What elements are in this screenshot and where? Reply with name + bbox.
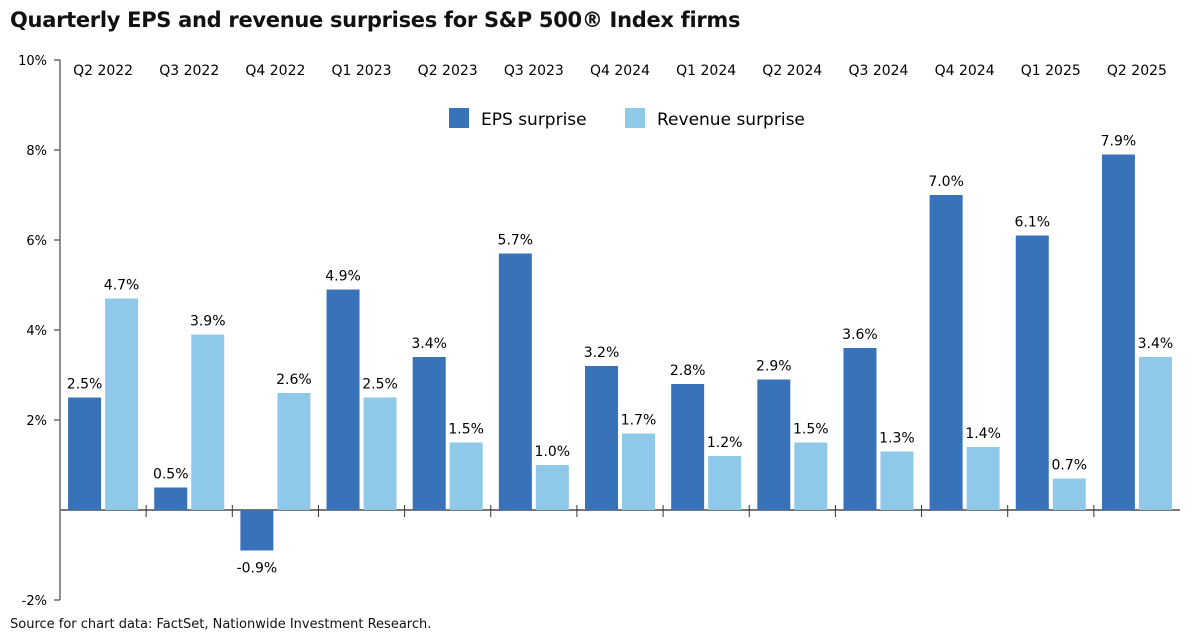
eps-bar	[68, 397, 102, 510]
y-tick-label: 10%	[18, 54, 47, 69]
data-label: 2.8%	[670, 363, 706, 379]
eps-bar	[1101, 154, 1135, 510]
eps-bar	[326, 289, 360, 510]
data-label: 3.2%	[584, 345, 620, 361]
eps-bar	[929, 195, 963, 510]
revenue-bar	[708, 456, 742, 510]
category-label: Q2 2023	[418, 63, 478, 79]
y-tick-label: 6%	[26, 234, 47, 249]
category-label: Q4 2022	[245, 63, 305, 79]
revenue-bar	[277, 393, 311, 510]
data-label: 7.9%	[1101, 134, 1137, 150]
legend-swatch	[625, 108, 645, 128]
data-label: 2.5%	[362, 377, 398, 393]
category-label: Q1 2025	[1021, 63, 1081, 79]
data-label: 4.7%	[104, 278, 140, 294]
source-note: Source for chart data: FactSet, Nationwi…	[10, 617, 432, 632]
category-label: Q3 2024	[848, 63, 908, 79]
eps-bar	[757, 379, 791, 510]
data-label: 5.7%	[498, 233, 534, 249]
y-tick-label: 8%	[26, 144, 47, 159]
category-label: Q1 2024	[676, 63, 736, 79]
data-label: -0.9%	[237, 561, 278, 577]
legend-label: Revenue surprise	[657, 110, 805, 130]
legend-label: EPS surprise	[481, 110, 587, 130]
revenue-bar	[1138, 357, 1172, 510]
data-label: 1.0%	[535, 444, 571, 460]
legend-swatch	[449, 108, 469, 128]
revenue-bar	[105, 298, 139, 510]
data-label: 4.9%	[325, 269, 361, 285]
data-label: 3.4%	[1138, 336, 1174, 352]
data-label: 3.9%	[190, 314, 226, 330]
data-label: 3.4%	[411, 336, 447, 352]
category-label: Q2 2025	[1107, 63, 1167, 79]
data-label: 1.2%	[707, 435, 743, 451]
eps-bar	[154, 487, 188, 510]
data-label: 0.7%	[1051, 458, 1087, 474]
revenue-bar	[966, 447, 1000, 510]
data-label: 2.9%	[756, 359, 792, 375]
category-label: Q2 2022	[73, 63, 133, 79]
category-label: Q4 2024	[590, 63, 650, 79]
data-label: 0.5%	[153, 467, 189, 483]
data-label: 7.0%	[928, 174, 964, 190]
eps-bar	[585, 366, 618, 510]
eps-bar	[843, 348, 877, 510]
data-label: 2.5%	[67, 377, 103, 393]
eps-bar	[1015, 235, 1049, 510]
data-label: 6.1%	[1014, 215, 1050, 231]
data-label: 3.6%	[842, 327, 878, 343]
eps-bar	[498, 253, 532, 510]
revenue-bar	[535, 465, 569, 510]
data-label: 1.3%	[879, 431, 915, 447]
chart-title: Quarterly EPS and revenue surprises for …	[10, 8, 741, 32]
category-label: Q1 2023	[332, 63, 392, 79]
revenue-bar	[880, 451, 914, 510]
data-label: 1.4%	[965, 426, 1001, 442]
data-label: 1.5%	[793, 422, 829, 438]
revenue-bar	[191, 334, 225, 510]
revenue-bar	[622, 433, 655, 510]
y-tick-label: -2%	[22, 594, 47, 609]
category-label: Q4 2024	[935, 63, 995, 79]
y-tick-label: 4%	[26, 324, 47, 339]
data-label: 1.5%	[448, 422, 484, 438]
revenue-bar	[794, 442, 828, 510]
revenue-bar	[363, 397, 397, 510]
eps-bar	[240, 510, 274, 551]
data-label: 2.6%	[276, 372, 312, 388]
category-label: Q3 2022	[159, 63, 219, 79]
category-label: Q3 2023	[504, 63, 564, 79]
revenue-bar	[449, 442, 483, 510]
data-label: 1.7%	[621, 413, 657, 429]
y-tick-label: 2%	[26, 414, 47, 429]
eps-bar	[412, 357, 446, 510]
revenue-bar	[1052, 478, 1086, 510]
category-label: Q2 2024	[762, 63, 822, 79]
eps-bar	[671, 384, 705, 510]
